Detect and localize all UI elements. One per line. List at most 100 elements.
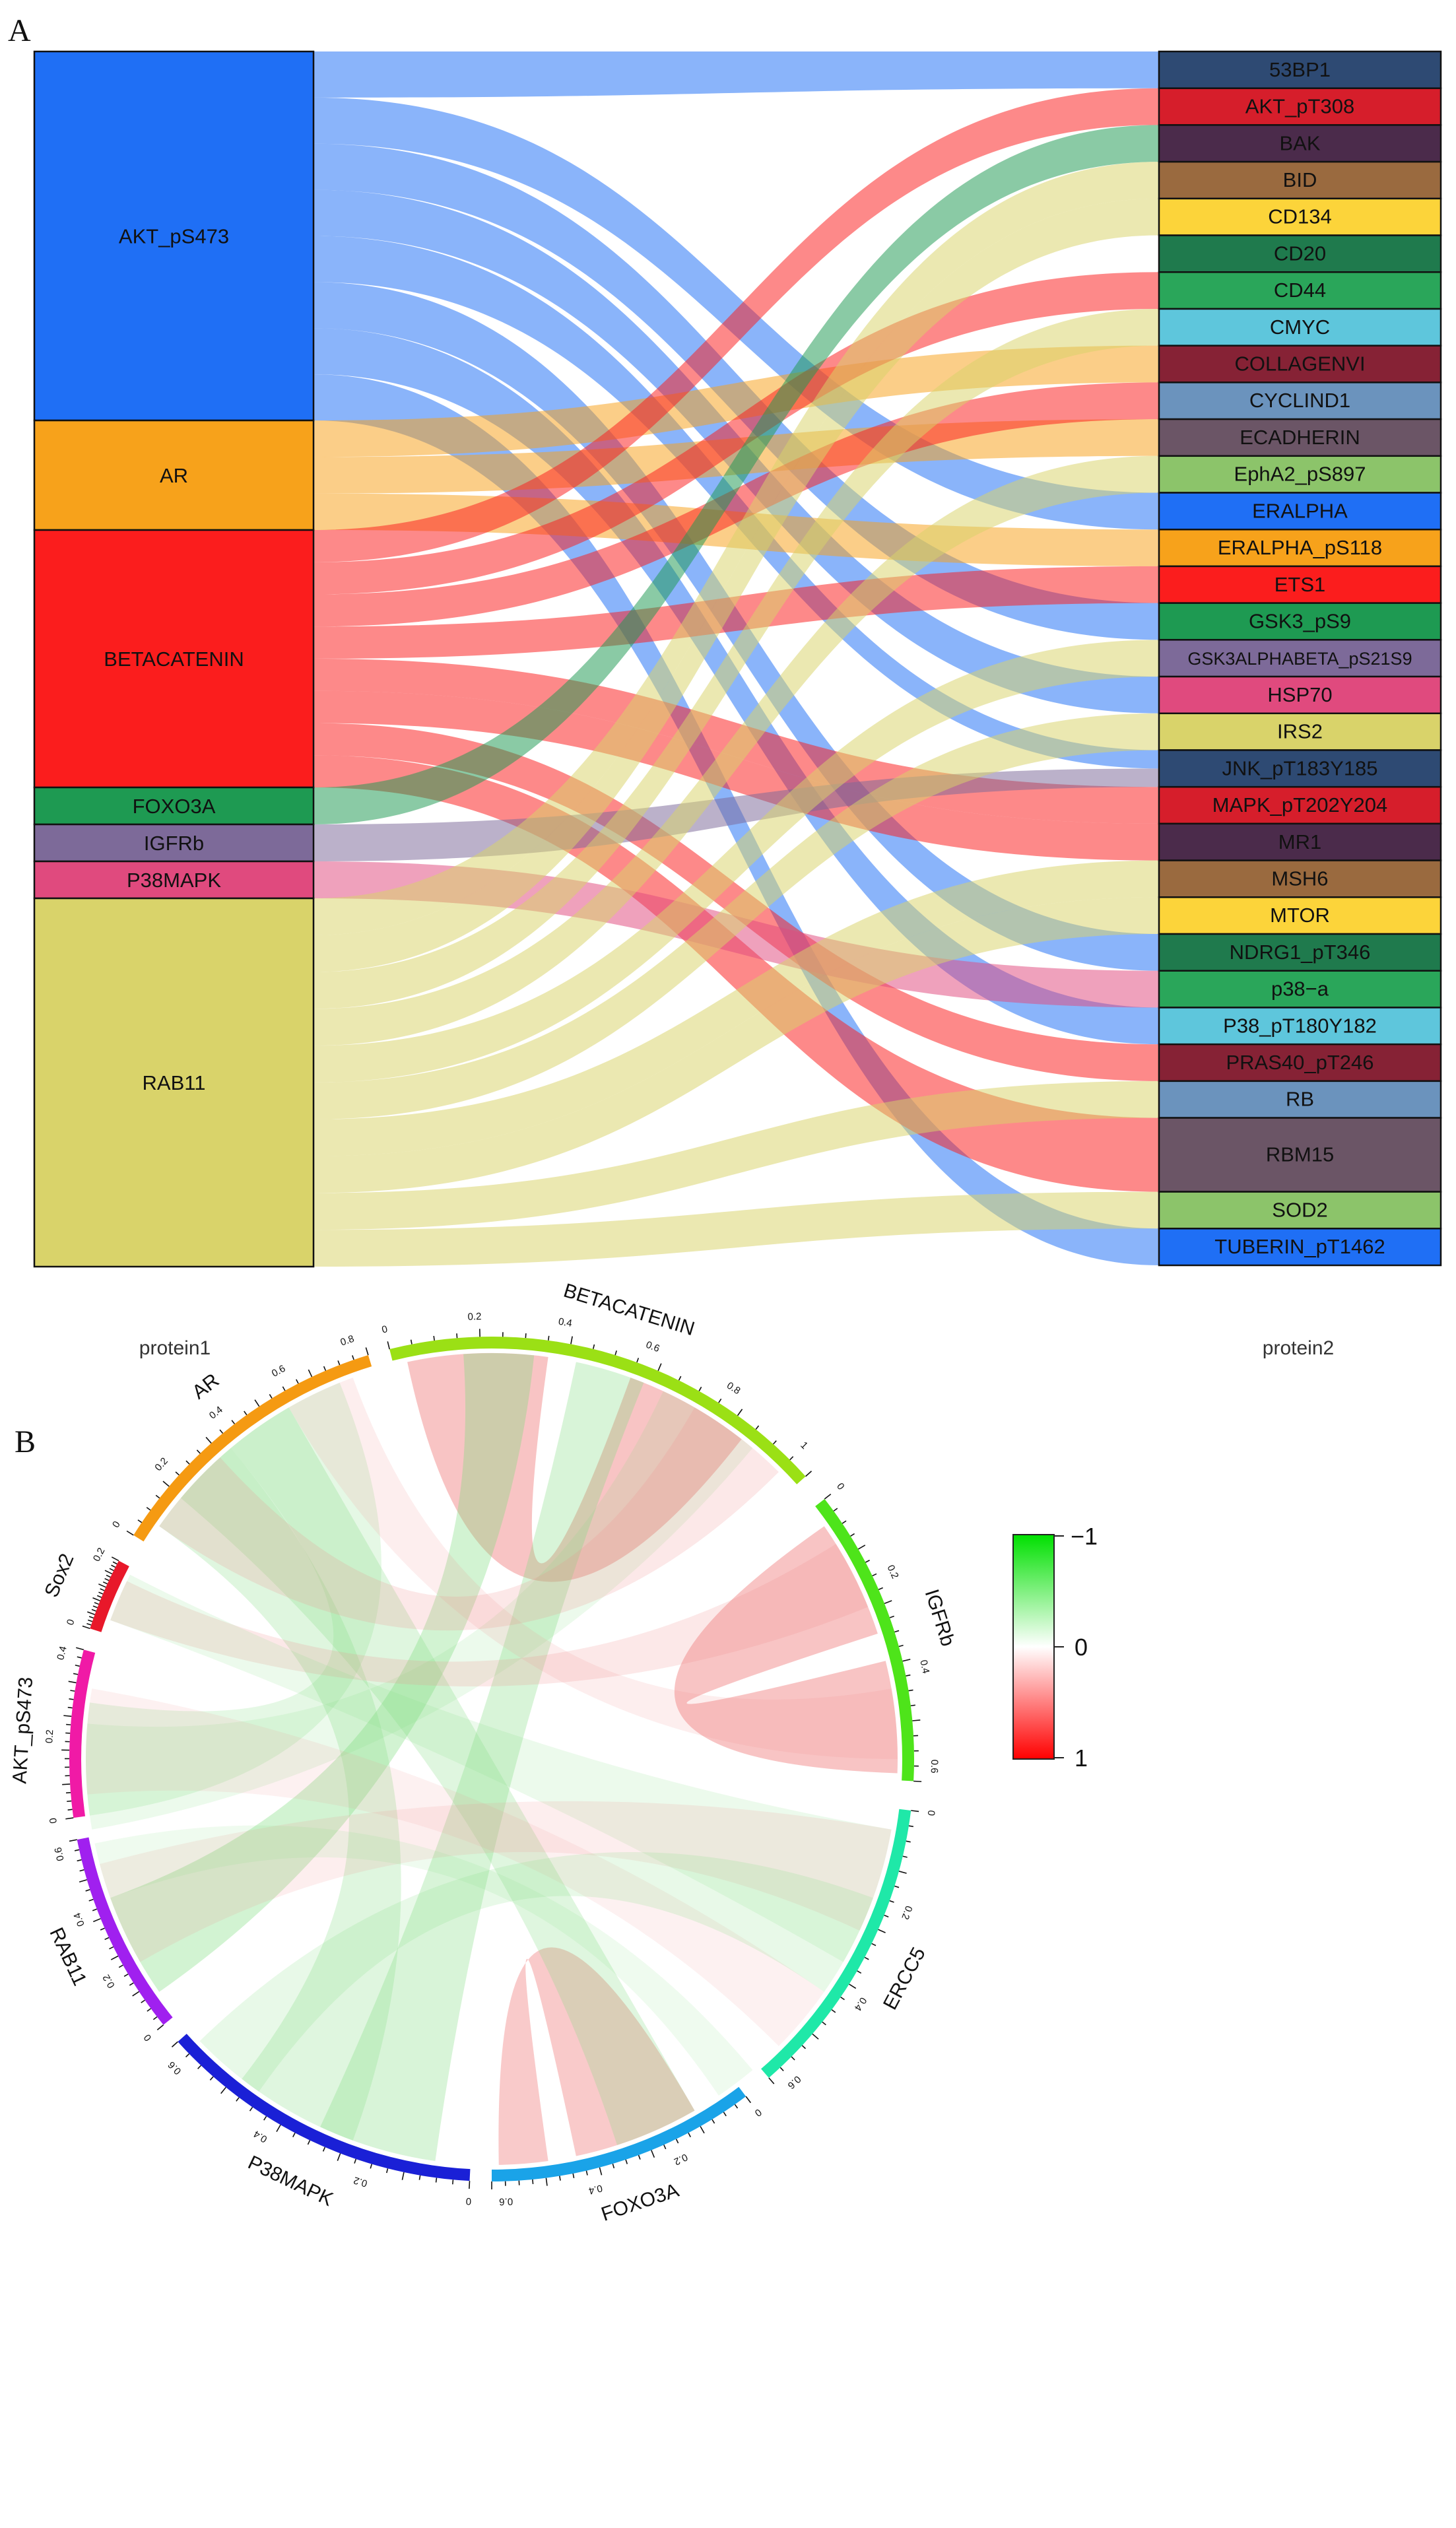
chord-tick-label: 0.2 [100,1972,117,1990]
left-node: AKT_pS473 [33,50,315,422]
sankey-flow [314,897,1159,1193]
sankey-flow [314,51,1159,98]
chord-link [498,1947,695,2165]
left-node-label: IGFRb [144,832,204,855]
right-node: CD134 [1158,197,1442,236]
right-node-label: MTOR [1270,904,1330,927]
chord-link [180,1407,695,2145]
chord-segment: 0 0.2 0.4 AKT_pS473 [9,1645,96,1824]
sankey-flow [314,455,1159,1046]
chord-segment-arc [492,2086,746,2181]
chord-link [86,1688,824,2046]
left-node-bar [33,860,315,900]
legend-label-mid: 0 [1075,1634,1088,1661]
left-node-bar [33,786,315,826]
right-node-label: EphA2_pS897 [1234,463,1366,486]
chord-link [407,1352,742,1582]
right-node: AKT_pT308 [1158,87,1442,126]
chord-tick-label: 0.6 [499,2195,513,2207]
chord-segment-label: BETACATENIN [561,1280,697,1341]
left-node: IGFRb [33,823,315,863]
chord-tick-label: 0.6 [53,1846,67,1862]
chord-tick-label: 0.2 [44,1729,55,1744]
chord-link [94,1825,753,2096]
right-node-label: ECADHERIN [1240,426,1360,449]
left-node: AR [33,419,315,531]
left-node-label: FOXO3A [133,795,216,818]
right-node: HSP70 [1158,675,1442,715]
right-node: MAPK_pT202Y204 [1158,785,1442,825]
chord-tick-label: 0.4 [587,2182,603,2196]
right-node-label: CD134 [1268,205,1332,228]
chord-link [674,1526,898,1774]
chord-link [159,1407,779,1631]
right-node-bar [1158,1228,1442,1267]
chord-segment-label: ERCC5 [879,1944,930,2013]
chord-link [110,1544,869,1687]
right-node: ECADHERIN [1158,418,1442,457]
right-node-bar [1158,124,1442,163]
chord-tick-label: 0 [65,1618,77,1626]
chord-segment-arc [69,1649,96,1818]
chord-tick-label: 0 [925,1810,937,1816]
right-node-label: ERALPHA_pS118 [1218,536,1382,559]
chord-tick-label: 0.6 [644,1339,661,1354]
right-node-bar [1158,308,1442,347]
right-node: JNK_pT183Y185 [1158,749,1442,788]
right-node: ERALPHA_pS118 [1158,528,1442,568]
sankey-flow [314,755,1159,1192]
right-node-bar [1158,822,1442,861]
right-node: COLLAGENVI [1158,345,1442,383]
left-node-bar [33,419,315,531]
right-node: ERALPHA [1158,492,1442,531]
chord-tick-label: 0 [48,1817,59,1824]
right-node: GSK3_pS9 [1158,602,1442,641]
sankey-flow [314,328,1159,1045]
sankey-flow [314,125,1159,825]
right-node-label: BAK [1279,131,1320,154]
left-node-label: RAB11 [143,1071,206,1094]
chord-segment-arc [389,1337,806,1484]
chord-tick-label: 1 [798,1440,810,1451]
chord-tick-label: 0.4 [207,1404,225,1421]
right-node-bar [1158,565,1442,604]
chord-link [159,1447,401,2141]
chord-tick-label: 0.4 [917,1659,931,1675]
right-node-label: ERALPHA [1252,499,1348,522]
right-node-label: MR1 [1278,830,1321,853]
right-node-label: ETS1 [1274,573,1326,596]
right-node: CD20 [1158,234,1442,273]
right-node-bar [1158,1043,1442,1082]
right-node-bar [1158,234,1442,273]
right-node-label: CD44 [1274,279,1326,302]
right-node-bar [1158,712,1442,751]
chord-link [110,1353,535,1992]
right-node: RB [1158,1080,1442,1119]
right-node: MTOR [1158,896,1442,935]
right-node: NDRG1_pT346 [1158,933,1442,972]
sankey-flow [314,308,1159,1009]
right-node-label: AKT_pT308 [1245,95,1354,118]
sankey-flow [314,860,1159,1156]
chord-tick-label: 0.2 [899,1904,914,1921]
sankey-flow [314,713,1159,1119]
chord-segment-arc [761,1809,911,2079]
right-node: p38−a [1158,970,1442,1009]
right-node-label: 53BP1 [1269,58,1331,81]
sankey-flow [314,345,1159,457]
chord-tick-label: 0.2 [352,2174,369,2189]
chord-tick-label: 0.6 [929,1760,940,1774]
chord-segment-label: AR [188,1370,223,1404]
chord-segment-label: FOXO3A [599,2179,682,2226]
right-node: 53BP1 [1158,50,1442,89]
right-node: IRS2 [1158,712,1442,751]
right-node-label: RB [1286,1088,1314,1111]
right-node-bar [1158,970,1442,1009]
chord-segment: 0 0.2 0.4 0.6 RAB11 [45,1837,173,2044]
right-node: P38_pT180Y182 [1158,1007,1442,1046]
chord-segment-label: AKT_pS473 [9,1677,37,1784]
right-node-bar [1158,1080,1442,1119]
right-node: TUBERIN_pT1462 [1158,1228,1442,1267]
chord-tick-label: 0.4 [558,1316,573,1329]
chord-link [86,1382,381,1816]
